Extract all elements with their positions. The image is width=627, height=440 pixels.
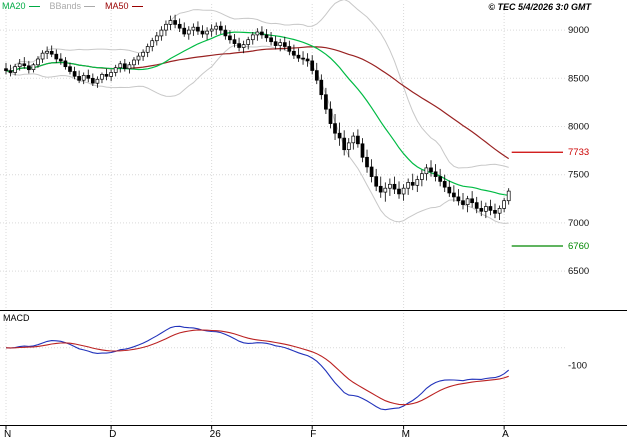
legend-ma20-swatch	[28, 6, 40, 7]
legend-ma20-label: MA20	[2, 1, 26, 11]
legend-item-bbands: BBands	[50, 1, 96, 12]
legend-ma50-swatch	[131, 6, 143, 7]
macd-line	[5, 325, 510, 411]
month-label-D: D	[109, 429, 116, 440]
level-label-7733: 7733	[568, 147, 589, 158]
bband-upper-line	[5, 0, 509, 169]
level-label-6760: 6760	[568, 241, 589, 252]
ma50-line	[5, 46, 510, 160]
legend-item-ma20: MA20	[2, 1, 40, 12]
macd-signal-line	[5, 329, 509, 406]
month-label-N: N	[4, 429, 11, 440]
month-label-26: 26	[210, 429, 222, 440]
ma20-line	[5, 31, 509, 196]
price-tick-label: 9000	[568, 25, 589, 36]
price-tick-label: 6500	[568, 266, 589, 277]
legend-ma50-label: MA50	[105, 1, 129, 11]
month-label-F: F	[310, 429, 316, 440]
price-tick-label: 8000	[568, 121, 589, 132]
macd-panel-label: MACD	[3, 313, 30, 323]
copyright-text: © TEC 5/4/2026 3:0 GMT	[488, 2, 591, 12]
month-label-A: A	[502, 429, 509, 440]
grid-layer: 9000 8500 8000 7500 7000 6500 -100 7733 6760 N D 26…	[0, 4, 589, 440]
price-tick-label: 8500	[568, 73, 589, 84]
legend-bbands-label: BBands	[49, 1, 82, 11]
month-label-M: M	[402, 429, 410, 440]
legend: MA20 BBands MA50	[2, 1, 143, 12]
price-tick-label: 7500	[568, 170, 589, 181]
price-tick-label: 7000	[568, 218, 589, 229]
legend-bbands-swatch	[84, 6, 96, 7]
macd-tick-label: -100	[568, 360, 587, 371]
legend-item-ma50: MA50	[105, 1, 143, 12]
candles-layer	[4, 14, 511, 220]
bband-lower-line	[5, 44, 509, 224]
